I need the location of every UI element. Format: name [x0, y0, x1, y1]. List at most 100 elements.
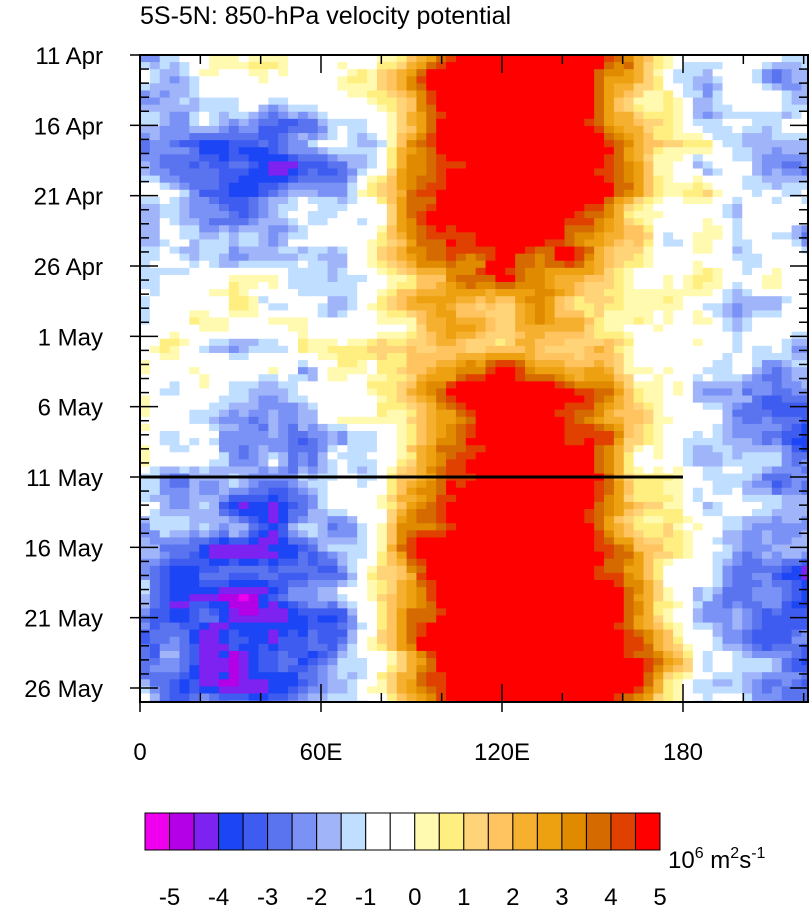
field-cell [248, 267, 260, 276]
field-cell [554, 317, 566, 326]
field-cell [386, 267, 398, 276]
field-cell [169, 225, 181, 233]
chart-title: 5S-5N: 850-hPa velocity potential [140, 2, 512, 30]
field-cell [386, 239, 398, 248]
field-cell [525, 147, 536, 155]
field-cell [218, 310, 230, 319]
field-cell [623, 253, 635, 262]
field-cell [663, 140, 674, 148]
field-cell [337, 76, 348, 84]
field-cell [584, 133, 595, 141]
field-cell [515, 317, 526, 326]
field-cell [594, 246, 605, 255]
field-cell [367, 218, 378, 226]
field-cell [485, 324, 497, 333]
field-cell [673, 296, 684, 304]
field-cell [544, 189, 556, 198]
field-cell [159, 289, 171, 297]
field-cell [179, 189, 190, 198]
field-cell [752, 175, 763, 184]
field-cell [248, 253, 260, 262]
field-cell [209, 118, 220, 127]
field-cell [643, 125, 654, 134]
field-cell [732, 296, 743, 304]
field-cell [446, 246, 457, 255]
field-cell [663, 289, 674, 297]
field-cell [702, 282, 714, 290]
field-cell [199, 203, 210, 212]
field-cell [683, 274, 694, 283]
field-cell [376, 83, 388, 92]
field-cell [544, 203, 556, 212]
field-cell [485, 118, 497, 127]
field-cell [515, 196, 526, 205]
field-cell [406, 69, 418, 77]
field-cell [199, 154, 210, 163]
field-cell [574, 203, 585, 212]
field-cell [297, 374, 309, 382]
field-cell [317, 62, 329, 70]
field-cell [465, 374, 477, 382]
field-cell [554, 374, 566, 382]
field-cell [179, 161, 190, 170]
field-cell [169, 125, 181, 134]
field-cell [534, 104, 546, 113]
field-cell [268, 317, 279, 326]
field-cell [574, 246, 585, 255]
field-cell [179, 282, 190, 290]
field-cell [771, 140, 783, 148]
field-cell [633, 111, 645, 120]
field-cell [525, 62, 536, 70]
field-cell [643, 83, 654, 92]
field-cell [515, 367, 526, 375]
field-cell [406, 62, 418, 70]
field-cell [199, 55, 210, 63]
field-cell [396, 352, 408, 361]
field-cell [673, 218, 684, 226]
field-cell [376, 218, 388, 226]
field-cell [544, 367, 556, 375]
field-cell [238, 196, 250, 205]
field-cell [534, 90, 546, 99]
field-cell [584, 189, 595, 198]
field-cell [406, 154, 418, 163]
field-cell [376, 296, 388, 304]
field-cell [643, 62, 654, 70]
field-cell [692, 246, 704, 255]
field-cell [367, 289, 378, 297]
field-cell [297, 310, 309, 319]
field-cell [218, 239, 230, 248]
field-cell [692, 147, 704, 155]
field-cell [297, 55, 309, 63]
field-cell [140, 324, 151, 333]
field-cell [623, 189, 635, 198]
field-cell [347, 338, 358, 347]
field-cell [347, 331, 358, 340]
field-cell [653, 352, 664, 361]
field-cell [791, 62, 803, 70]
field-cell [633, 147, 645, 155]
field-cell [653, 267, 664, 276]
field-cell [376, 267, 388, 276]
field-cell [604, 182, 615, 191]
field-cell [781, 182, 793, 191]
field-cell [692, 367, 704, 375]
field-cell [288, 76, 299, 84]
field-cell [544, 154, 556, 163]
field-cell [455, 69, 467, 77]
field-cell [238, 225, 250, 233]
field-cell [692, 338, 704, 347]
field-cell [505, 274, 516, 283]
field-cell [604, 218, 615, 226]
field-cell [771, 55, 783, 63]
field-cell [663, 147, 674, 155]
field-cell [752, 232, 763, 241]
field-cell [604, 175, 615, 184]
field-cell [801, 83, 808, 92]
field-cell [683, 253, 694, 262]
field-cell [663, 83, 674, 92]
field-cell [179, 331, 190, 340]
field-cell [465, 161, 477, 170]
field-cell [791, 76, 803, 84]
field-cell [337, 374, 348, 382]
